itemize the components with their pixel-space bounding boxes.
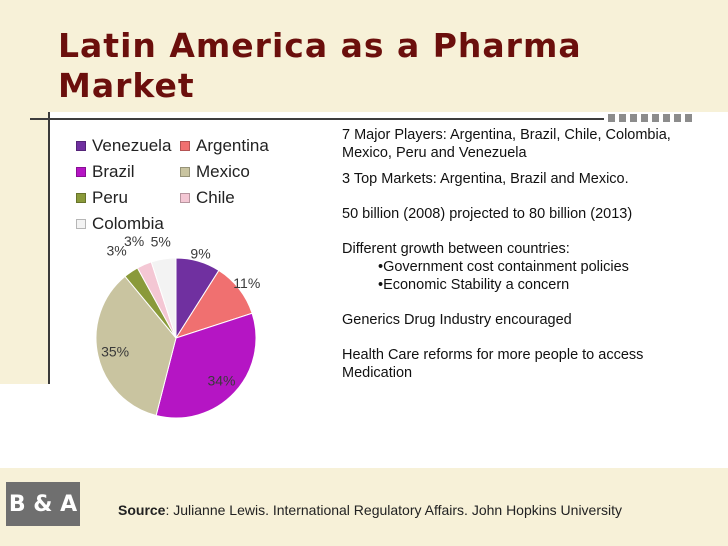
legend-item-mexico: Mexico (180, 162, 250, 182)
legend-item-peru: Peru (76, 188, 128, 208)
legend-swatch (180, 141, 190, 151)
note-growth-item: •Government cost containment policies (378, 259, 629, 275)
pie-label-brazil: 34% (207, 373, 235, 389)
company-logo: B & A (6, 482, 80, 526)
legend-item-chile: Chile (180, 188, 235, 208)
note-generics: Generics Drug Industry encouraged (342, 312, 572, 328)
legend-label: Brazil (92, 162, 135, 181)
source-text: : Julianne Lewis. International Regulato… (165, 502, 622, 518)
pie-label-colombia: 5% (151, 234, 171, 250)
vertical-divider (48, 112, 50, 384)
page-title: Latin America as a Pharma Market (58, 26, 582, 105)
note-growth-item: •Economic Stability a concern (378, 277, 570, 293)
left-band (0, 112, 48, 384)
pie-slice-colombia (150, 257, 177, 339)
legend-swatch (76, 219, 86, 229)
source-citation: Source: Julianne Lewis. International Re… (118, 502, 622, 518)
legend-item-brazil: Brazil (76, 162, 135, 182)
pie-slice-mexico (95, 275, 177, 417)
legend-label: Argentina (196, 136, 269, 155)
legend-swatch (180, 193, 190, 203)
pie-label-peru: 3% (107, 243, 127, 259)
notes-panel: 7 Major Players: Argentina, Brazil, Chil… (342, 126, 702, 382)
legend-label: Colombia (92, 214, 164, 233)
legend-label: Venezuela (92, 136, 172, 155)
title-rule (30, 118, 604, 120)
source-label: Source (118, 502, 166, 518)
legend-label: Chile (196, 188, 235, 207)
note-players: 7 Major Players: Argentina, Brazil, Chil… (342, 127, 671, 161)
pie-slice-brazil (155, 312, 257, 419)
legend-swatch (76, 167, 86, 177)
header-band (0, 0, 728, 112)
legend-swatch (180, 167, 190, 177)
legend-swatch (76, 193, 86, 203)
pie-chart: 9% 11% 34% 35% 3%3% 5% (95, 233, 260, 419)
legend-label: Peru (92, 188, 128, 207)
pie-label-mexico: 35% (101, 344, 129, 360)
note-growth: Different growth between countries: (342, 241, 570, 257)
pie-label-venezuela: 9% (190, 245, 210, 261)
legend-item-argentina: Argentina (180, 136, 269, 156)
footer-band (0, 468, 728, 546)
legend-label: Mexico (196, 162, 250, 181)
note-markets: 3 Top Markets: Argentina, Brazil and Mex… (342, 171, 629, 187)
legend-item-venezuela: Venezuela (76, 136, 171, 156)
legend-item-colombia: Colombia (76, 214, 164, 234)
note-size: 50 billion (2008) projected to 80 billio… (342, 206, 633, 222)
legend-swatch (76, 141, 86, 151)
note-reform: Health Care reforms for more people to a… (342, 347, 644, 381)
pie-label-argentina: 11% (233, 275, 260, 291)
pie-label-chile: 3% (124, 233, 144, 249)
title-rule-ticks (608, 114, 694, 122)
